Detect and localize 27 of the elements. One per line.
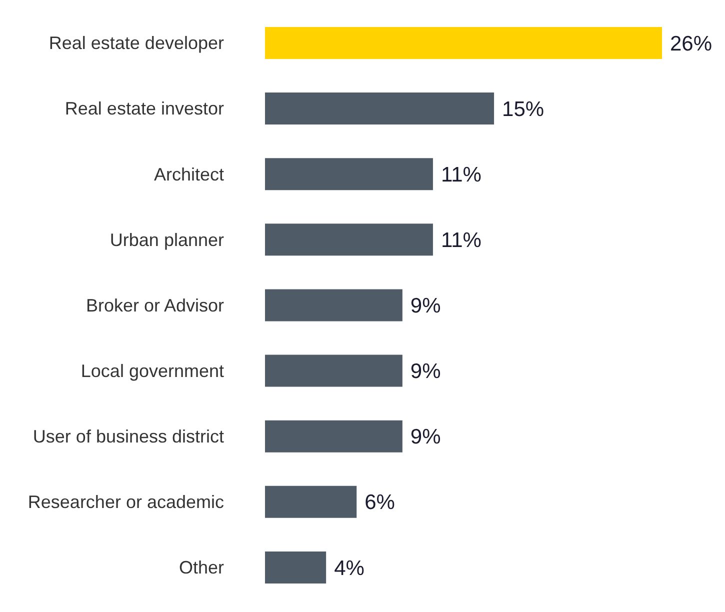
bar xyxy=(265,158,433,190)
bar xyxy=(265,289,402,322)
y-tick-label: Real estate developer xyxy=(48,33,224,54)
y-tick-label: Real estate investor xyxy=(64,98,224,119)
data-label: 11% xyxy=(440,229,482,252)
bar xyxy=(265,420,402,452)
y-tick-label: User of business district xyxy=(32,426,224,446)
bar xyxy=(265,224,433,256)
data-label: 9% xyxy=(410,360,441,384)
y-tick-label: Local government xyxy=(80,360,224,381)
data-label: 26% xyxy=(670,32,712,56)
data-label: 9% xyxy=(410,426,441,449)
bar xyxy=(265,486,357,518)
data-label: 9% xyxy=(410,294,441,318)
y-tick-label: Urban planner xyxy=(110,230,224,250)
y-tick-label: Architect xyxy=(154,164,224,184)
bar xyxy=(265,92,494,125)
data-label: 6% xyxy=(364,491,395,514)
y-tick-label: Researcher or academic xyxy=(28,492,224,512)
data-label: 11% xyxy=(440,163,482,186)
y-tick-label: Broker or Advisor xyxy=(86,295,224,316)
data-label: 15% xyxy=(502,98,544,121)
bar xyxy=(265,354,402,387)
data-label: 4% xyxy=(334,556,364,580)
y-tick-label: Other xyxy=(178,558,224,578)
bar xyxy=(265,27,662,59)
bar xyxy=(265,551,326,584)
